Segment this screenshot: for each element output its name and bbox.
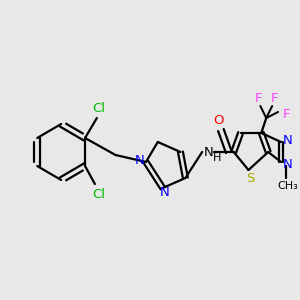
- Text: N: N: [283, 158, 293, 170]
- Text: O: O: [214, 113, 224, 127]
- Text: F: F: [255, 92, 262, 106]
- Text: Cl: Cl: [92, 188, 105, 200]
- Text: F: F: [270, 92, 278, 106]
- Text: H: H: [213, 153, 221, 163]
- Text: F: F: [283, 107, 291, 121]
- Text: S: S: [246, 172, 255, 185]
- Text: CH₃: CH₃: [278, 181, 298, 191]
- Text: N: N: [160, 187, 169, 200]
- Text: N: N: [135, 154, 145, 166]
- Text: N: N: [204, 146, 214, 158]
- Text: N: N: [283, 134, 293, 146]
- Text: Cl: Cl: [92, 101, 105, 115]
